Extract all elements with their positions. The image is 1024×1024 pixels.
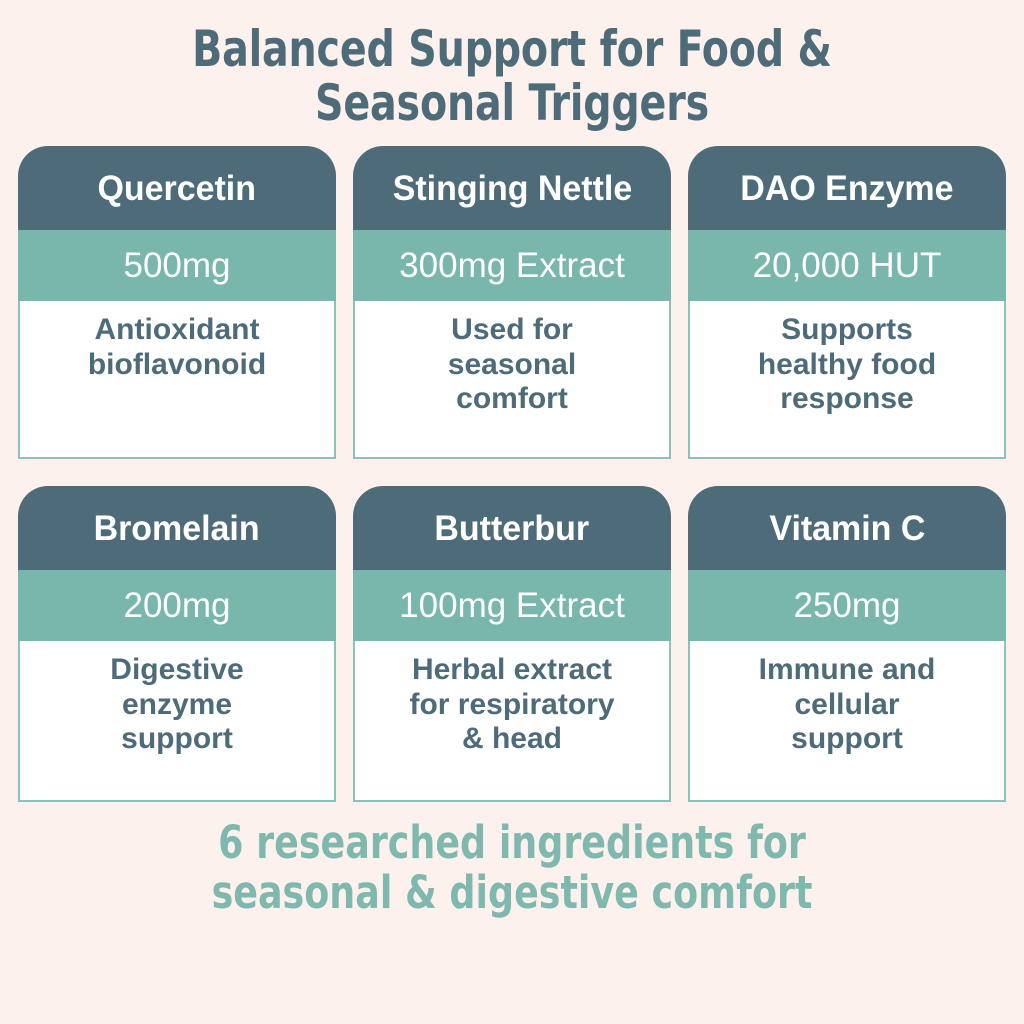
title-block: Balanced Support for Food & Seasonal Tri…	[0, 0, 1024, 130]
card-header: Butterbur	[353, 486, 671, 570]
footer-tagline: 6 researched ingredients for seasonal & …	[211, 816, 813, 920]
ingredient-description: Herbal extract for respiratory & head	[409, 653, 615, 755]
ingredient-description: Used for seasonal comfort	[447, 313, 577, 415]
ingredient-name: Stinging Nettle	[392, 168, 632, 208]
ingredient-dose: 20,000 HUT	[752, 246, 942, 285]
card-row-1: Quercetin 500mg Antioxidant bioflavonoid…	[18, 146, 1006, 459]
ingredient-description: Supports healthy food response	[757, 313, 937, 415]
card-dose-band: 200mg	[18, 570, 336, 641]
card-header: Stinging Nettle	[353, 146, 671, 230]
ingredient-name: Bromelain	[93, 508, 261, 548]
card-row-2: Bromelain 200mg Digestive enzyme support…	[18, 486, 1006, 802]
ingredient-description: Immune and cellular support	[758, 653, 936, 755]
card-body: Used for seasonal comfort	[353, 301, 671, 459]
card-dose-band: 250mg	[688, 570, 1006, 641]
card-dose-band: 100mg Extract	[353, 570, 671, 641]
ingredient-card-butterbur: Butterbur 100mg Extract Herbal extract f…	[353, 486, 671, 802]
card-header: Bromelain	[18, 486, 336, 570]
ingredient-dose: 250mg	[793, 586, 901, 625]
ingredient-card-bromelain: Bromelain 200mg Digestive enzyme support	[18, 486, 336, 802]
ingredient-dose: 300mg Extract	[399, 246, 625, 285]
ingredient-card-grid: Quercetin 500mg Antioxidant bioflavonoid…	[0, 146, 1024, 802]
ingredient-name: DAO Enzyme	[740, 168, 954, 208]
ingredient-description: Antioxidant bioflavonoid	[87, 313, 267, 381]
ingredient-card-stinging-nettle: Stinging Nettle 300mg Extract Used for s…	[353, 146, 671, 459]
card-body: Digestive enzyme support	[18, 641, 336, 802]
card-dose-band: 500mg	[18, 230, 336, 301]
footer-block: 6 researched ingredients for seasonal & …	[0, 802, 1024, 919]
ingredient-name: Butterbur	[434, 508, 590, 548]
ingredient-dose: 200mg	[123, 586, 231, 625]
card-dose-band: 300mg Extract	[353, 230, 671, 301]
card-header: Vitamin C	[688, 486, 1006, 570]
ingredient-name: Vitamin C	[769, 508, 925, 548]
card-body: Antioxidant bioflavonoid	[18, 301, 336, 459]
ingredient-dose: 100mg Extract	[399, 586, 625, 625]
card-body: Immune and cellular support	[688, 641, 1006, 802]
ingredient-card-quercetin: Quercetin 500mg Antioxidant bioflavonoid	[18, 146, 336, 459]
card-body: Supports healthy food response	[688, 301, 1006, 459]
ingredient-card-dao-enzyme: DAO Enzyme 20,000 HUT Supports healthy f…	[688, 146, 1006, 459]
ingredient-dose: 500mg	[123, 246, 231, 285]
card-dose-band: 20,000 HUT	[688, 230, 1006, 301]
card-header: DAO Enzyme	[688, 146, 1006, 230]
card-body: Herbal extract for respiratory & head	[353, 641, 671, 802]
card-header: Quercetin	[18, 146, 336, 230]
ingredient-description: Digestive enzyme support	[110, 653, 244, 755]
ingredient-name: Quercetin	[97, 168, 257, 208]
page-title: Balanced Support for Food & Seasonal Tri…	[192, 20, 832, 132]
ingredient-card-vitamin-c: Vitamin C 250mg Immune and cellular supp…	[688, 486, 1006, 802]
